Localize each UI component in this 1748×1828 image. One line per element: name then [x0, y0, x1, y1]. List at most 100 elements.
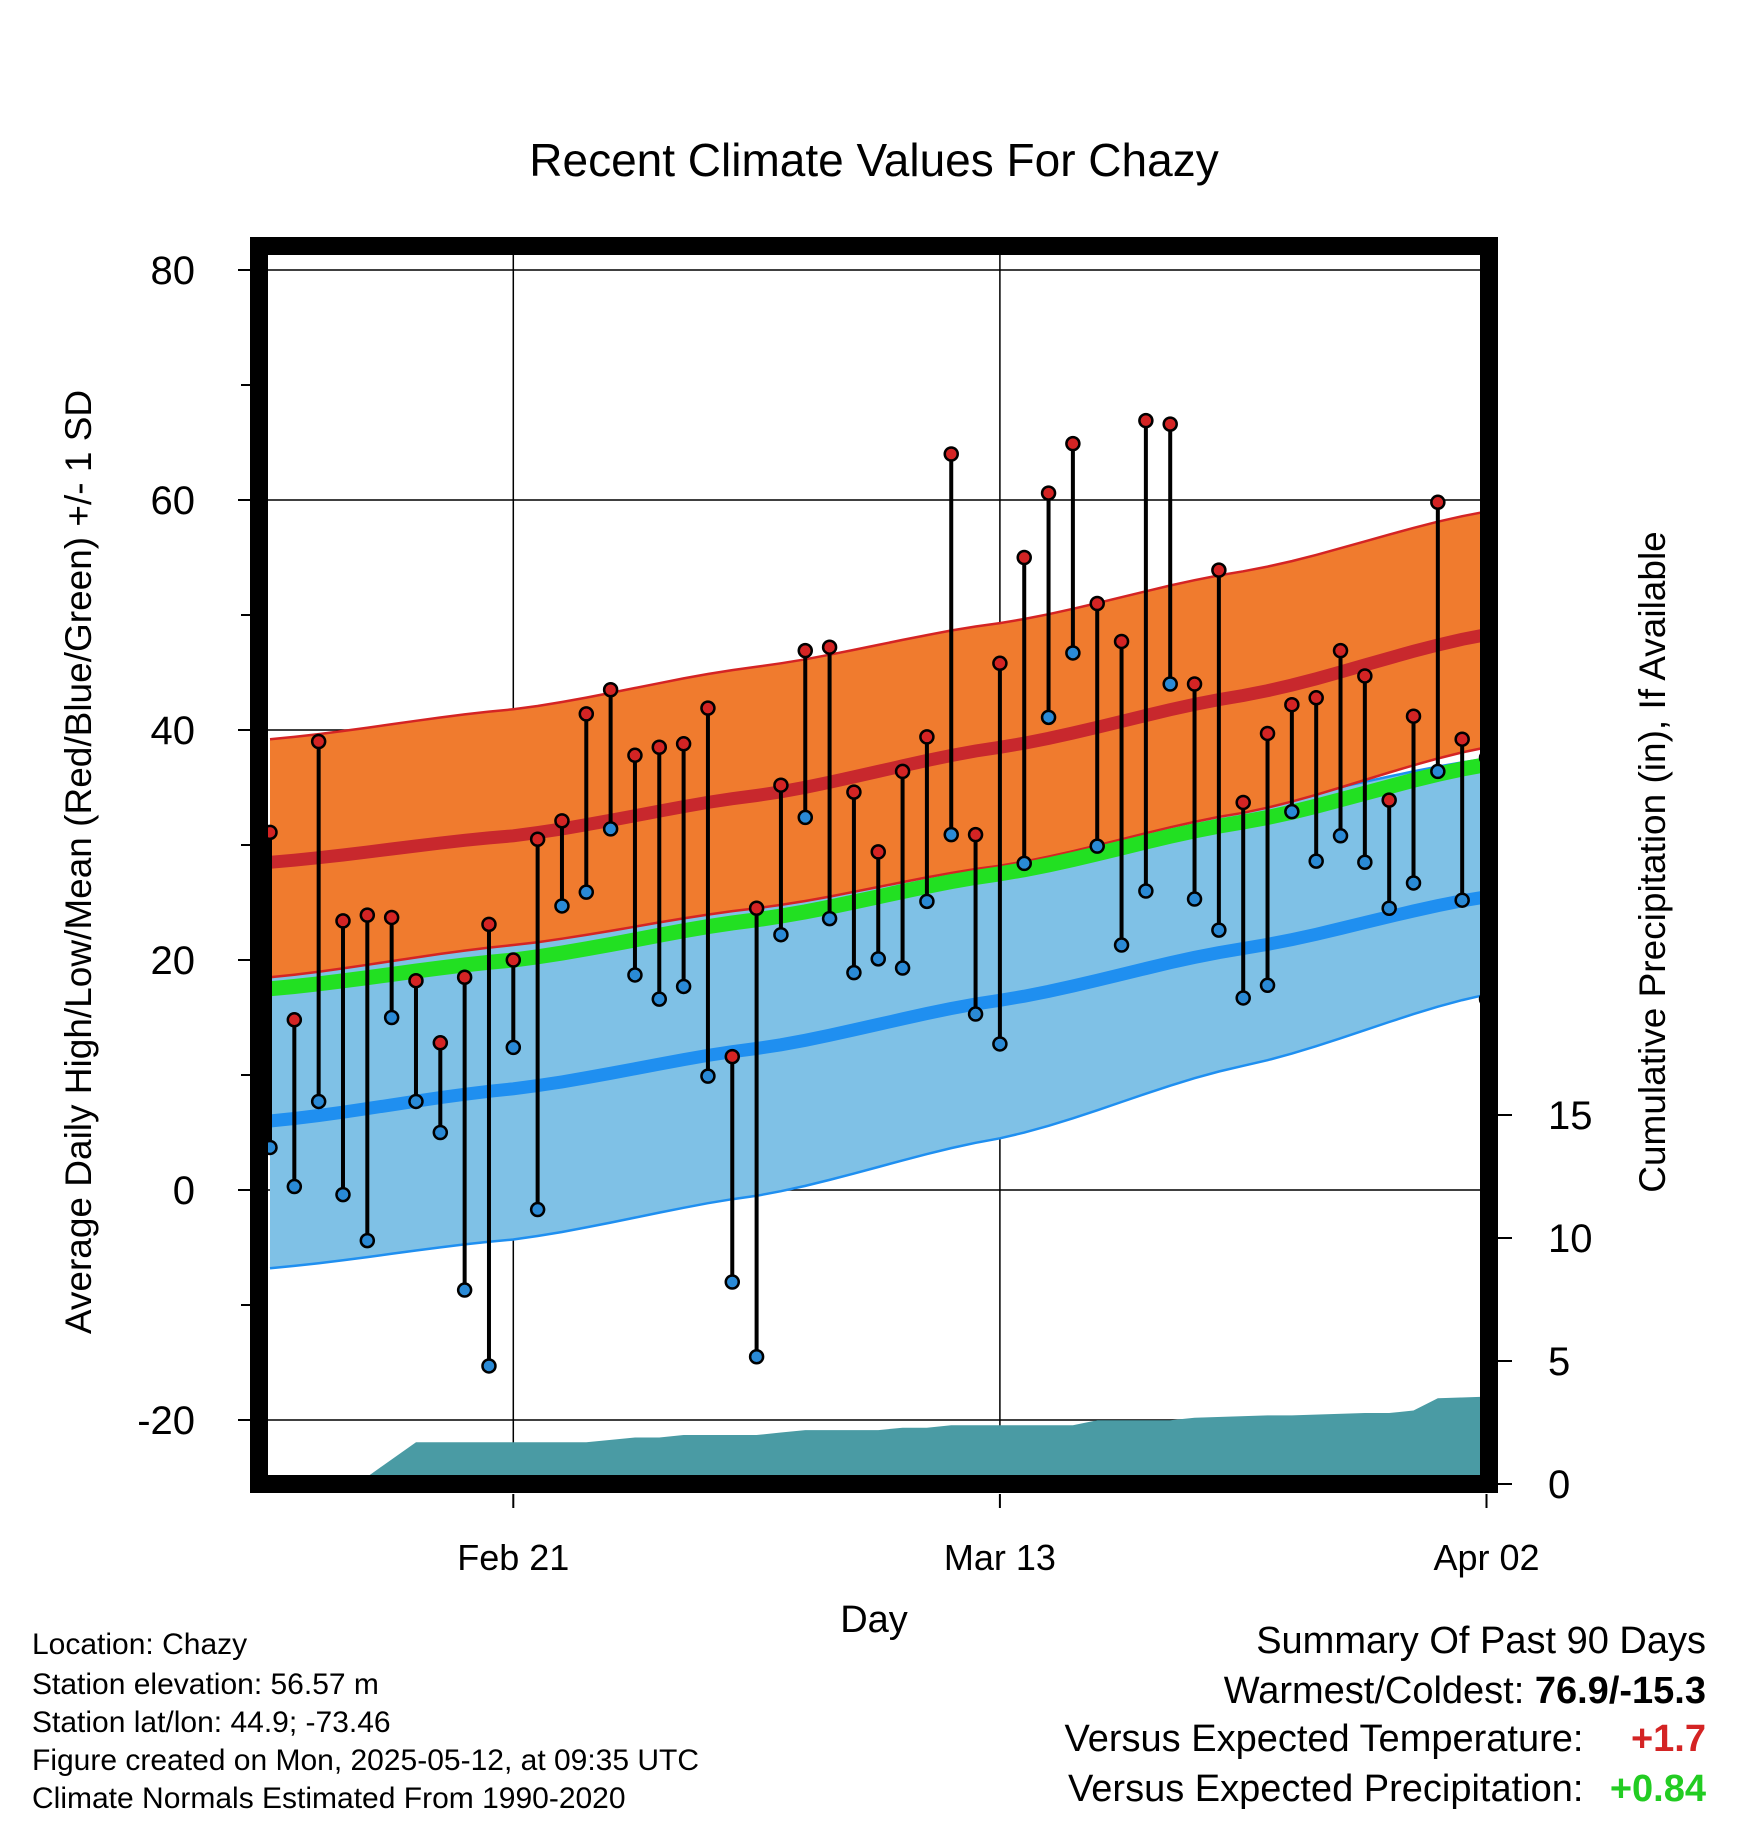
- daily-high-point: [748, 900, 765, 916]
- daily-low-point: [1332, 828, 1349, 844]
- y-axis-label: Average Daily High/Low/Mean (Red/Blue/Gr…: [58, 390, 99, 1334]
- y2-tick-label: 0: [1548, 1463, 1570, 1507]
- daily-low-point: [1529, 816, 1542, 829]
- daily-low-point: [1553, 830, 1566, 843]
- daily-high-point: [1723, 627, 1736, 640]
- y2-tick-label: 5: [1548, 1340, 1570, 1384]
- normal-bands: [269, 511, 1480, 1270]
- daily-high-point: [286, 1012, 303, 1028]
- daily-low-point: [651, 991, 668, 1007]
- y2-tick-label: 10: [1548, 1217, 1593, 1261]
- daily-low-point: [1675, 968, 1688, 981]
- normals-text: Climate Normals Estimated From 1990-2020: [32, 1782, 626, 1815]
- daily-high-point: [1553, 648, 1566, 661]
- daily-high-point: [1065, 435, 1081, 452]
- daily-high-point: [1332, 642, 1349, 659]
- daily-high-point: [1138, 412, 1154, 429]
- daily-low-point: [773, 926, 789, 943]
- daily-high-point: [919, 729, 935, 745]
- daily-high-point: [1235, 794, 1251, 811]
- warmest-value: 76.9/-15.3: [1534, 1670, 1706, 1712]
- daily-low-point: [286, 1178, 303, 1195]
- x-tick-label: Mar 13: [944, 1537, 1056, 1578]
- daily-high-point: [627, 747, 643, 764]
- daily-low-point: [1138, 883, 1154, 899]
- normal-high-band-lower-edge: [269, 747, 1480, 979]
- daily-high-point: [383, 909, 400, 926]
- daily-low-point: [529, 1201, 546, 1218]
- daily-high-point: [1529, 571, 1542, 584]
- daily-high-point: [1186, 676, 1203, 692]
- daily-low-point: [797, 809, 814, 826]
- daily-low-point: [967, 1006, 984, 1022]
- daily-low-point: [383, 1009, 400, 1026]
- daily-low-point: [1357, 854, 1373, 870]
- y-tick-label: 80: [151, 249, 196, 293]
- normal-low-band-lower-edge: [269, 994, 1480, 1270]
- daily-low-point: [1723, 851, 1736, 864]
- daily-low-point: [1454, 892, 1470, 908]
- daily-low-point: [1235, 990, 1251, 1006]
- daily-high-point: [1675, 629, 1688, 642]
- daily-low-point: [821, 910, 838, 927]
- daily-high-point: [1454, 731, 1470, 747]
- daily-low-point: [1186, 891, 1203, 907]
- chart-title: Recent Climate Values For Chazy: [529, 134, 1218, 186]
- daily-high-point: [821, 639, 838, 655]
- plot-frame: [250, 237, 1498, 1493]
- x-tick-label: Feb 21: [457, 1537, 569, 1578]
- daily-low-point: [1065, 645, 1081, 661]
- daily-high-point: [481, 916, 497, 933]
- daily-high-point: [992, 655, 1008, 672]
- daily-low-point: [992, 1036, 1008, 1052]
- summary-title: Summary Of Past 90 Days: [1256, 1620, 1706, 1662]
- daily-high-point: [846, 784, 862, 800]
- daily-low-point: [335, 1186, 351, 1203]
- daily-high-point: [1259, 725, 1276, 742]
- daily-dots: [268, 412, 1736, 1374]
- temp-label: Versus Expected Temperature:: [1064, 1718, 1584, 1760]
- x-tick-label: Apr 02: [1433, 1537, 1539, 1578]
- daily-low-point: [1259, 977, 1276, 994]
- plot-border: [250, 237, 1498, 1493]
- daily-high-point: [967, 826, 984, 843]
- daily-low-point: [675, 978, 692, 995]
- daily-low-point: [310, 1093, 327, 1110]
- latlon-text: Station lat/lon: 44.9; -73.46: [32, 1706, 391, 1739]
- daily-high-point: [310, 733, 327, 750]
- daily-high-point: [1284, 696, 1300, 713]
- daily-high-point: [1308, 690, 1324, 706]
- daily-high-point: [724, 1048, 741, 1065]
- x-axis-label: Day: [840, 1599, 908, 1641]
- daily-high-point: [529, 831, 546, 847]
- daily-low-point: [1504, 791, 1517, 804]
- daily-high-point: [1211, 562, 1227, 578]
- summary-precip: Versus Expected Precipitation: +0.84: [1068, 1768, 1706, 1810]
- daily-high-point: [870, 844, 886, 860]
- location-text: Location: Chazy: [32, 1628, 248, 1661]
- daily-low-point: [602, 821, 619, 837]
- daily-high-point: [408, 972, 424, 989]
- daily-high-point: [797, 642, 814, 659]
- daily-high-point: [1405, 708, 1422, 724]
- daily-high-point: [359, 907, 376, 923]
- y-tick-label: 60: [151, 479, 196, 523]
- daily-high-point: [1699, 607, 1712, 620]
- y-tick-label: 40: [151, 709, 196, 753]
- normal-high-band-upper-edge: [269, 511, 1480, 741]
- daily-low-point: [1308, 853, 1324, 869]
- daily-high-point: [943, 446, 959, 462]
- daily-range-bars: [268, 420, 1465, 1366]
- daily-low-point: [1284, 803, 1300, 820]
- daily-high-point: [505, 952, 522, 968]
- daily-high-point: [1089, 595, 1105, 612]
- daily-high-point: [1381, 792, 1397, 808]
- daily-low-point: [1430, 763, 1446, 780]
- daily-high-point: [1113, 633, 1130, 650]
- daily-low-point: [919, 893, 935, 910]
- daily-low-point: [481, 1358, 497, 1374]
- daily-low-point: [724, 1274, 741, 1290]
- daily-low-point: [1016, 855, 1032, 872]
- daily-high-point: [675, 736, 692, 752]
